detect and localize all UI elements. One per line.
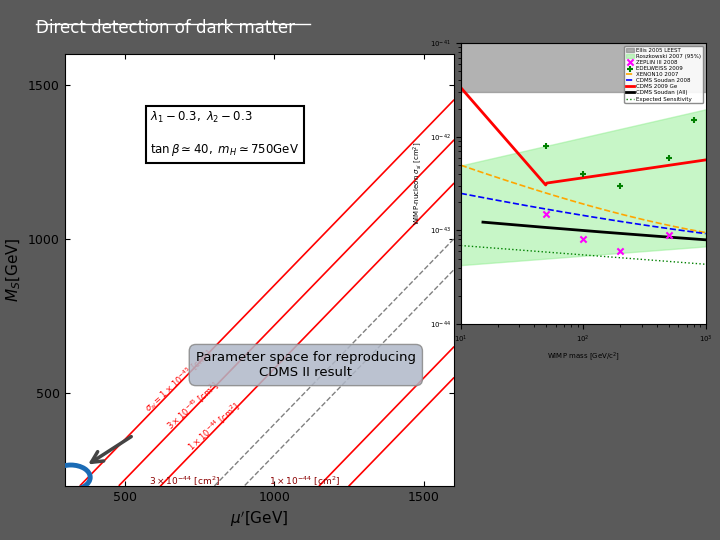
CDMS 2009 Ge bbox=[701, 157, 710, 163]
ZEPLIN III 2008 bbox=[663, 231, 675, 239]
X-axis label: WIMP mass [GeV/c$^2$]: WIMP mass [GeV/c$^2$] bbox=[546, 350, 620, 363]
ZEPLIN III 2008 bbox=[577, 235, 589, 244]
EDELWEISS 2009 bbox=[541, 141, 552, 150]
CDMS Soudan (All) bbox=[621, 231, 630, 237]
CDMS Soudan 2008 bbox=[456, 190, 465, 197]
CDMS Soudan (All) bbox=[568, 226, 577, 233]
CDMS 2009 Ge bbox=[502, 137, 510, 143]
Expected Sensitivity bbox=[456, 242, 465, 249]
CDMS Soudan 2008 bbox=[502, 199, 510, 205]
ZEPLIN III 2008 bbox=[541, 210, 552, 218]
CDMS Soudan 2008 bbox=[689, 229, 698, 235]
Expected Sensitivity bbox=[472, 244, 480, 250]
CDMS 2009 Ge bbox=[472, 102, 480, 108]
CDMS Soudan (All) bbox=[479, 219, 487, 225]
Expected Sensitivity bbox=[680, 259, 689, 266]
CDMS Soudan 2008 bbox=[701, 231, 710, 237]
EDELWEISS 2009 bbox=[663, 153, 675, 162]
CDMS Soudan 2008 bbox=[467, 192, 475, 199]
Line: CDMS 2009 Ge: CDMS 2009 Ge bbox=[461, 87, 706, 185]
Expected Sensitivity bbox=[701, 261, 710, 267]
XENON10 2007 bbox=[689, 227, 698, 234]
CDMS 2009 Ge bbox=[682, 160, 690, 166]
CDMS Soudan (All) bbox=[580, 227, 588, 234]
Y-axis label: $M_S$[GeV]: $M_S$[GeV] bbox=[4, 238, 22, 302]
Text: $\lambda_1 - 0.3,\ \lambda_2 - 0.3$

$\tan\beta \simeq 40,\ m_H \simeq 750$GeV: $\lambda_1 - 0.3,\ \lambda_2 - 0.3$ $\ta… bbox=[150, 110, 300, 158]
XENON10 2007 bbox=[680, 225, 689, 232]
ZEPLIN III 2008 bbox=[614, 247, 626, 255]
CDMS 2009 Ge bbox=[522, 159, 531, 166]
CDMS Soudan (All) bbox=[590, 228, 599, 235]
Line: CDMS Soudan (All): CDMS Soudan (All) bbox=[483, 222, 706, 240]
Expected Sensitivity bbox=[467, 243, 475, 249]
XENON10 2007 bbox=[502, 177, 510, 184]
XENON10 2007 bbox=[467, 165, 475, 172]
EDELWEISS 2009 bbox=[614, 181, 626, 190]
Expected Sensitivity bbox=[689, 260, 698, 267]
Legend: Ellis 2005 LEEST, Roszkowski 2007 (95%), ZEPLIN III 2008, EDELWEISS 2009, XENON1: Ellis 2005 LEEST, Roszkowski 2007 (95%),… bbox=[624, 46, 703, 103]
XENON10 2007 bbox=[701, 230, 710, 236]
Y-axis label: WIMP-nucleon $\sigma_{si}$ [cm$^2$]: WIMP-nucleon $\sigma_{si}$ [cm$^2$] bbox=[412, 142, 425, 225]
CDMS 2009 Ge bbox=[690, 158, 699, 165]
X-axis label: $\mu'$[GeV]: $\mu'$[GeV] bbox=[230, 509, 288, 529]
Text: $3\times10^{-44}\ [\mathrm{cm}^2]$: $3\times10^{-44}\ [\mathrm{cm}^2]$ bbox=[149, 475, 220, 488]
EDELWEISS 2009 bbox=[688, 116, 700, 125]
XENON10 2007 bbox=[522, 184, 531, 190]
CDMS 2009 Ge bbox=[467, 96, 475, 102]
Expected Sensitivity bbox=[502, 246, 510, 252]
Text: Parameter space for reproducing
CDMS II result: Parameter space for reproducing CDMS II … bbox=[196, 351, 416, 379]
CDMS Soudan 2008 bbox=[472, 193, 480, 199]
CDMS Soudan (All) bbox=[590, 228, 598, 234]
CDMS 2009 Ge bbox=[541, 182, 550, 188]
CDMS Soudan (All) bbox=[701, 237, 710, 243]
Text: $1\times10^{-44}\ [\mathrm{cm}^2]$: $1\times10^{-44}\ [\mathrm{cm}^2]$ bbox=[185, 400, 243, 455]
CDMS Soudan (All) bbox=[552, 225, 561, 232]
Text: $\sigma_{si}=1\times10^{-45}\ [\mathrm{cm}^2]$: $\sigma_{si}=1\times10^{-45}\ [\mathrm{c… bbox=[142, 347, 215, 415]
EDELWEISS 2009 bbox=[577, 170, 589, 178]
Line: CDMS Soudan 2008: CDMS Soudan 2008 bbox=[461, 193, 706, 234]
CDMS Soudan 2008 bbox=[522, 202, 531, 209]
CDMS Soudan 2008 bbox=[680, 227, 689, 234]
Line: XENON10 2007: XENON10 2007 bbox=[461, 165, 706, 233]
Text: $3\times10^{-45}\ [\mathrm{cm}^2]$: $3\times10^{-45}\ [\mathrm{cm}^2]$ bbox=[164, 379, 222, 433]
CDMS 2009 Ge bbox=[456, 84, 465, 91]
Line: Expected Sensitivity: Expected Sensitivity bbox=[461, 246, 706, 264]
XENON10 2007 bbox=[456, 162, 465, 168]
XENON10 2007 bbox=[472, 167, 480, 173]
Text: Direct detection of dark matter: Direct detection of dark matter bbox=[36, 19, 295, 37]
Expected Sensitivity bbox=[522, 247, 531, 254]
Text: $1\times10^{-44}\ [\mathrm{cm}^2]$: $1\times10^{-44}\ [\mathrm{cm}^2]$ bbox=[269, 475, 340, 488]
